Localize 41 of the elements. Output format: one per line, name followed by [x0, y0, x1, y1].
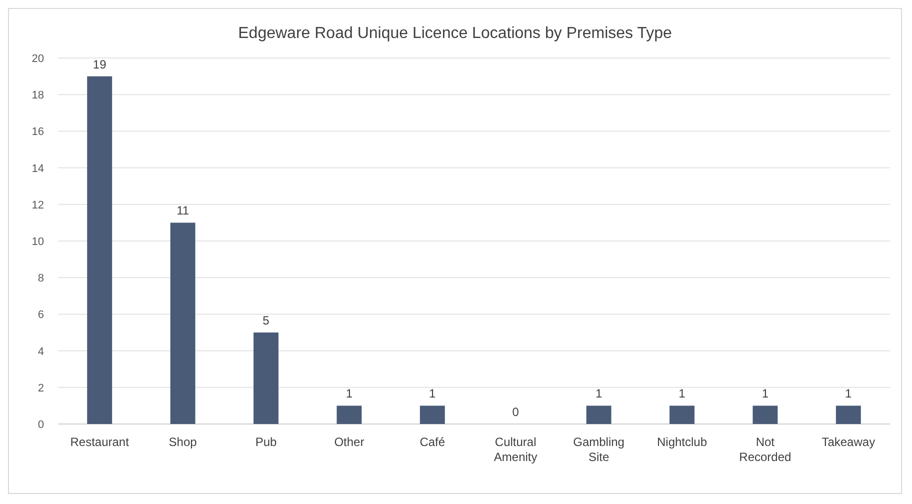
- data-label: 11: [176, 204, 190, 218]
- chart-title: Edgeware Road Unique Licence Locations by Premises Type: [238, 25, 672, 42]
- y-tick-label: 16: [32, 126, 44, 138]
- data-label: 1: [678, 386, 686, 401]
- data-label: 1: [346, 386, 353, 401]
- y-tick-label: 0: [38, 419, 44, 431]
- bar: [336, 406, 362, 424]
- x-tick-label: Restaurant: [70, 435, 130, 449]
- x-tick-label: Pub: [255, 435, 277, 449]
- y-tick-label: 10: [32, 236, 44, 248]
- data-label: 1: [762, 386, 769, 401]
- x-tick-label: Nightclub: [656, 435, 708, 449]
- data-label: 1: [845, 386, 852, 401]
- data-label: 19: [92, 57, 107, 72]
- bar: [836, 406, 861, 424]
- y-tick-label: 18: [32, 90, 44, 102]
- bar: [254, 332, 278, 424]
- y-tick-label: 20: [32, 53, 44, 65]
- y-tick-label: 8: [38, 272, 44, 285]
- y-tick-label: 2: [38, 382, 44, 394]
- y-tick-label: 14: [32, 162, 44, 175]
- data-label: 1: [595, 386, 602, 401]
- data-label: 5: [262, 314, 270, 328]
- data-label: 0: [512, 405, 520, 419]
- bar: [586, 406, 612, 424]
- bar: [420, 406, 445, 424]
- bar: [670, 406, 694, 424]
- x-tick-label: Other: [334, 435, 364, 449]
- bar: [170, 222, 196, 424]
- x-tick-label: Gambling Site: [573, 435, 624, 464]
- x-tick-label: Cultural Amenity: [494, 435, 538, 464]
- y-tick-label: 12: [32, 199, 44, 212]
- bar: [752, 406, 778, 424]
- x-tick-label: Café: [420, 435, 446, 449]
- x-tick-label: Not Recorded: [739, 435, 792, 464]
- bar: [87, 76, 112, 424]
- x-tick-label: Shop: [168, 435, 198, 449]
- x-tick-label: Takeaway: [822, 435, 876, 449]
- y-tick-label: 4: [38, 346, 44, 358]
- data-label: 1: [429, 386, 436, 401]
- y-tick-label: 6: [38, 309, 44, 322]
